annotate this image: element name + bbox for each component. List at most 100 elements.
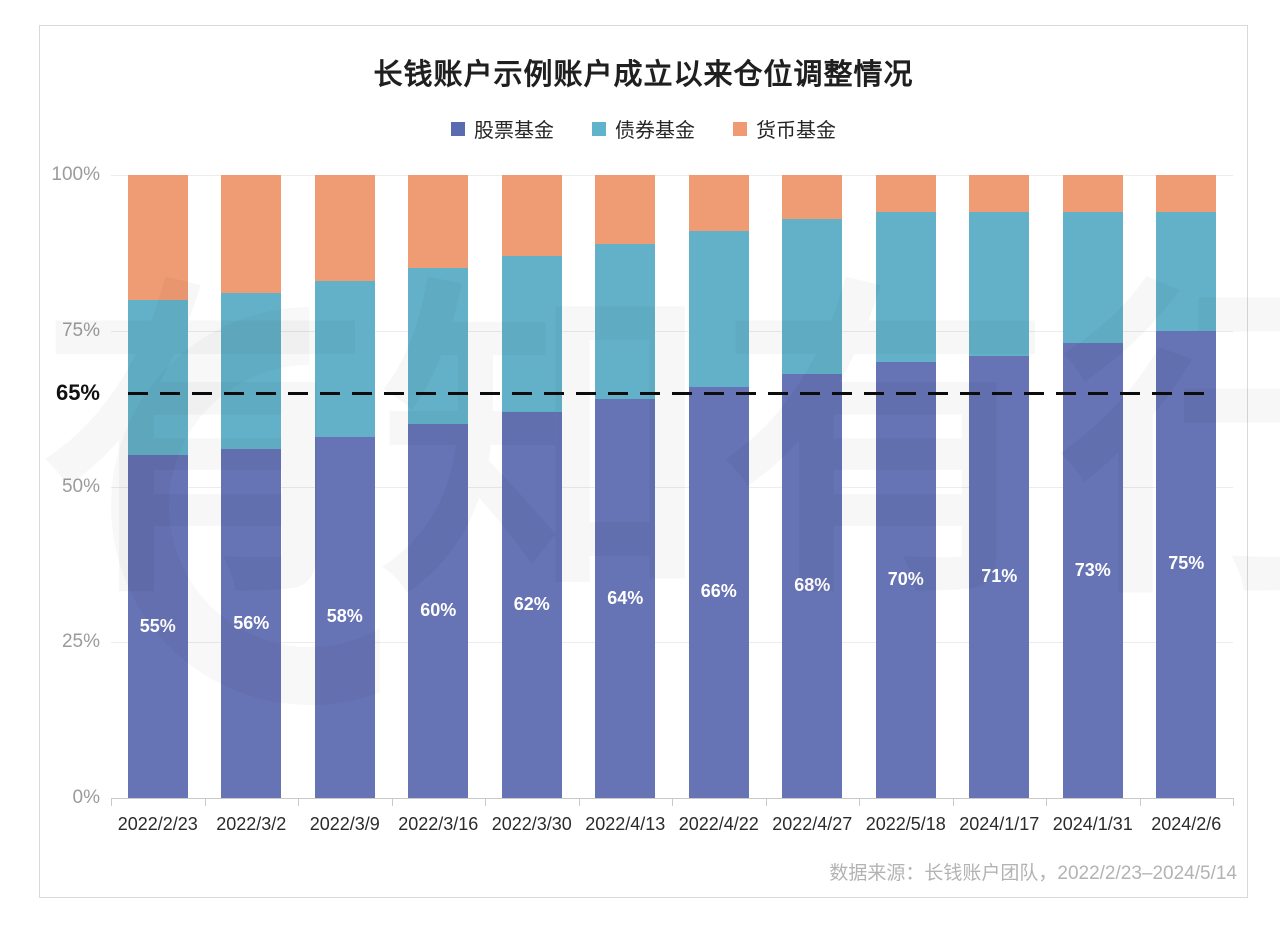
money-segment xyxy=(688,175,749,232)
stacked-bar: 62% xyxy=(501,175,562,798)
bar-value-label: 71% xyxy=(981,565,1018,586)
stock-segment: 75% xyxy=(1156,330,1217,798)
bar-value-label: 70% xyxy=(887,568,924,589)
bar-value-label: 56% xyxy=(233,612,270,633)
money-segment xyxy=(408,175,469,269)
axis-tick xyxy=(672,798,673,806)
bond-segment xyxy=(595,243,656,400)
axis-tick xyxy=(298,798,299,806)
y-axis-label: 100% xyxy=(51,164,100,185)
bar-group: 60% 2022/3/16 xyxy=(392,175,486,834)
legend-item-stock: 股票基金 xyxy=(451,114,554,143)
bar-value-label: 55% xyxy=(139,615,176,636)
stock-segment: 60% xyxy=(408,424,469,798)
gridline xyxy=(111,330,1233,332)
bond-segment xyxy=(875,212,936,362)
money-segment xyxy=(782,175,843,219)
bar-value-label: 66% xyxy=(700,581,737,602)
axis-tick xyxy=(1233,798,1234,806)
axis-tick xyxy=(1046,798,1047,806)
y-axis-label: 75% xyxy=(61,319,100,341)
stacked-bar: 70% xyxy=(875,175,936,798)
legend-item-money: 货币基金 xyxy=(733,114,836,143)
gridline xyxy=(111,486,1233,488)
axis-tick xyxy=(859,798,860,806)
x-axis-label: 2022/4/27 xyxy=(772,814,853,834)
y-axis-label: 50% xyxy=(61,475,100,497)
axis-tick xyxy=(391,798,393,806)
stock-segment: 68% xyxy=(782,374,843,798)
legend-label: 股票基金 xyxy=(474,120,554,142)
money-segment xyxy=(969,175,1030,213)
stock-segment: 62% xyxy=(501,411,562,798)
legend-swatch-icon xyxy=(733,121,747,136)
stacked-bar: 60% xyxy=(408,175,469,798)
chart-title: 长钱账户示例账户成立以来仓位调整情况 xyxy=(373,59,914,91)
bond-segment xyxy=(408,268,469,425)
chart-card: 长钱账户示例账户成立以来仓位调整情况 股票基金 债券基金 货币基金 100% 75% 6… xyxy=(39,25,1248,898)
stacked-bar: 56% xyxy=(221,175,282,798)
bar-group: 75% 2024/2/6 xyxy=(1140,175,1234,834)
bar-group: 71% 2024/1/17 xyxy=(953,175,1047,834)
x-axis-label: 2022/3/16 xyxy=(398,814,479,834)
x-axis-label: 2024/1/17 xyxy=(959,814,1040,834)
money-segment xyxy=(595,175,656,244)
axis-tick xyxy=(952,798,954,806)
stacked-bar: 68% xyxy=(782,175,843,798)
x-axis-label: 2022/2/23 xyxy=(117,814,198,834)
legend-item-bond: 债券基金 xyxy=(592,114,695,143)
money-segment xyxy=(501,175,562,256)
axis-tick xyxy=(204,798,206,806)
bar-group: 73% 2024/1/31 xyxy=(1046,175,1140,834)
bar-value-label: 58% xyxy=(326,606,363,627)
money-segment xyxy=(127,175,188,300)
bar-value-label: 62% xyxy=(513,593,550,614)
y-axis: 100% 75% 65% 50% 25% 0% xyxy=(40,164,100,808)
stock-segment: 66% xyxy=(688,386,749,798)
bond-segment xyxy=(1156,212,1217,331)
target-reference-line xyxy=(127,391,1217,395)
stock-segment: 55% xyxy=(127,455,188,798)
bond-segment xyxy=(501,256,562,412)
stock-segment: 71% xyxy=(969,355,1030,798)
plot-area: 55% 2022/2/23 56% 2022/3/2 58% 2022/3/9 60% 202… xyxy=(111,175,1234,834)
legend-label: 货币基金 xyxy=(756,120,836,142)
bar-group: 64% 2022/4/13 xyxy=(579,175,673,834)
source-note: 数据来源：长钱账户团队，2022/2/23–2024/5/14 xyxy=(829,863,1237,884)
y-axis-label-target: 65% xyxy=(55,380,100,406)
bar-group: 70% 2022/5/18 xyxy=(859,175,953,834)
axis-tick xyxy=(578,798,580,806)
stacked-bar: 55% xyxy=(127,175,188,798)
stacked-bar: 66% xyxy=(688,175,749,798)
bond-segment xyxy=(127,299,188,456)
x-axis-label: 2022/3/2 xyxy=(216,814,287,834)
axis-tick xyxy=(111,798,112,806)
x-axis-label: 2022/3/30 xyxy=(491,814,572,834)
bond-segment xyxy=(688,231,749,387)
bar-group: 58% 2022/3/9 xyxy=(298,175,392,834)
legend-swatch-icon xyxy=(592,121,606,136)
stock-segment: 64% xyxy=(595,399,656,798)
stock-segment: 58% xyxy=(314,436,375,798)
bond-segment xyxy=(969,212,1030,356)
bar-value-label: 68% xyxy=(794,575,831,596)
stacked-bar: 71% xyxy=(969,175,1030,798)
bar-group: 62% 2022/3/30 xyxy=(485,175,579,834)
legend: 股票基金 债券基金 货币基金 xyxy=(40,114,1247,143)
bar-group: 55% 2022/2/23 xyxy=(111,175,205,834)
money-segment xyxy=(1062,175,1123,213)
x-axis-label: 2024/2/6 xyxy=(1151,814,1222,834)
stacked-bar: 58% xyxy=(314,175,375,798)
axis-tick xyxy=(485,798,486,806)
bar-value-label: 75% xyxy=(1168,553,1205,574)
bond-segment xyxy=(221,293,282,450)
bar-group: 66% 2022/4/22 xyxy=(672,175,766,834)
money-segment xyxy=(1156,175,1217,213)
bar-value-label: 64% xyxy=(607,587,644,608)
bond-segment xyxy=(1062,212,1123,344)
y-axis-label: 0% xyxy=(72,787,100,808)
legend-swatch-icon xyxy=(451,121,465,136)
axis-tick xyxy=(765,798,767,806)
bar-value-label: 73% xyxy=(1074,559,1111,580)
bar-value-label: 60% xyxy=(420,600,457,621)
